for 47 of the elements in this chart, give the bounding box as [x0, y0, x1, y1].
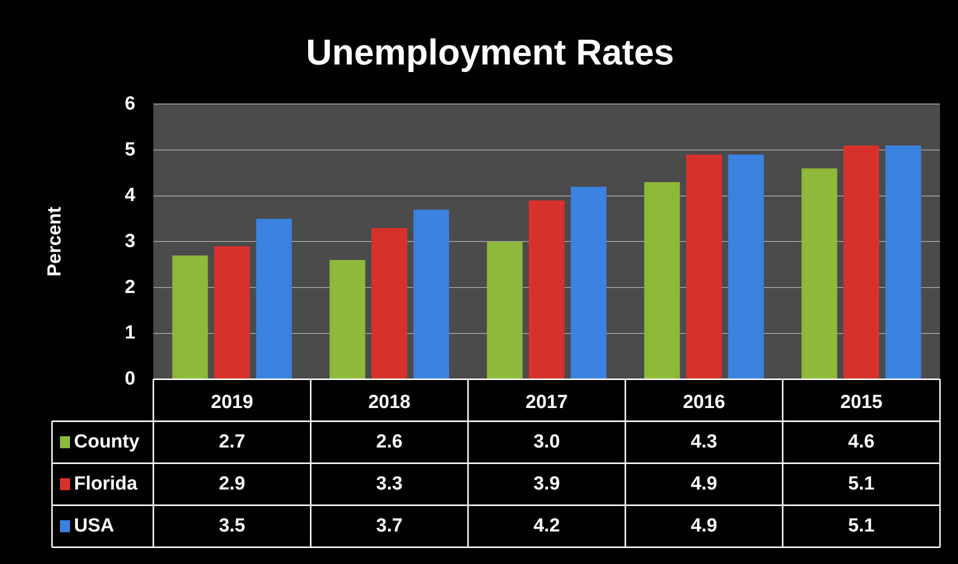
data-label: 4.9	[690, 473, 718, 494]
x-tick-label: 2019	[210, 392, 254, 413]
data-label: 2.6	[376, 431, 403, 452]
bar	[214, 246, 250, 379]
data-label: 3.5	[218, 515, 246, 536]
bar	[330, 260, 366, 379]
bar	[686, 154, 722, 379]
chart-title: Unemployment Rates	[306, 32, 674, 73]
legend-label: County	[74, 431, 140, 452]
x-tick-label: 2015	[840, 392, 883, 413]
bar	[172, 255, 208, 379]
y-tick-label: 1	[124, 322, 136, 344]
bar	[256, 218, 292, 379]
legend-label: Florida	[74, 473, 138, 494]
data-label: 3.9	[533, 473, 560, 494]
bar	[802, 168, 838, 379]
data-label: 4.2	[533, 515, 560, 536]
bar	[885, 145, 922, 379]
data-label: 3.3	[376, 473, 403, 494]
bar	[486, 242, 523, 379]
data-label: 4.9	[690, 515, 718, 536]
data-label: 5.1	[848, 473, 875, 494]
data-label: 4.3	[690, 431, 718, 452]
data-label: 2.7	[218, 431, 246, 452]
x-tick-label: 2016	[682, 392, 726, 413]
data-label: 2.9	[218, 473, 246, 494]
y-tick-label: 5	[124, 139, 136, 160]
bar	[728, 154, 764, 379]
bar	[528, 200, 565, 379]
data-label: 5.1	[848, 515, 875, 536]
y-tick-label: 4	[124, 185, 136, 206]
y-axis-title: Percent	[44, 206, 66, 277]
data-label: 4.6	[848, 431, 875, 452]
bar	[644, 182, 680, 379]
bar	[372, 228, 408, 379]
data-label: 3.0	[533, 431, 560, 452]
y-tick-label: 6	[124, 93, 136, 114]
bar	[570, 186, 606, 379]
x-tick-label: 2017	[526, 392, 568, 413]
y-tick-label: 3	[124, 230, 136, 252]
y-tick-label: 0	[124, 368, 136, 390]
bar	[844, 145, 880, 379]
y-tick-label: 2	[124, 276, 136, 298]
data-label: 3.7	[376, 515, 403, 536]
bar	[413, 210, 450, 379]
legend-label: USA	[74, 515, 114, 536]
x-tick-label: 2018	[368, 392, 410, 413]
